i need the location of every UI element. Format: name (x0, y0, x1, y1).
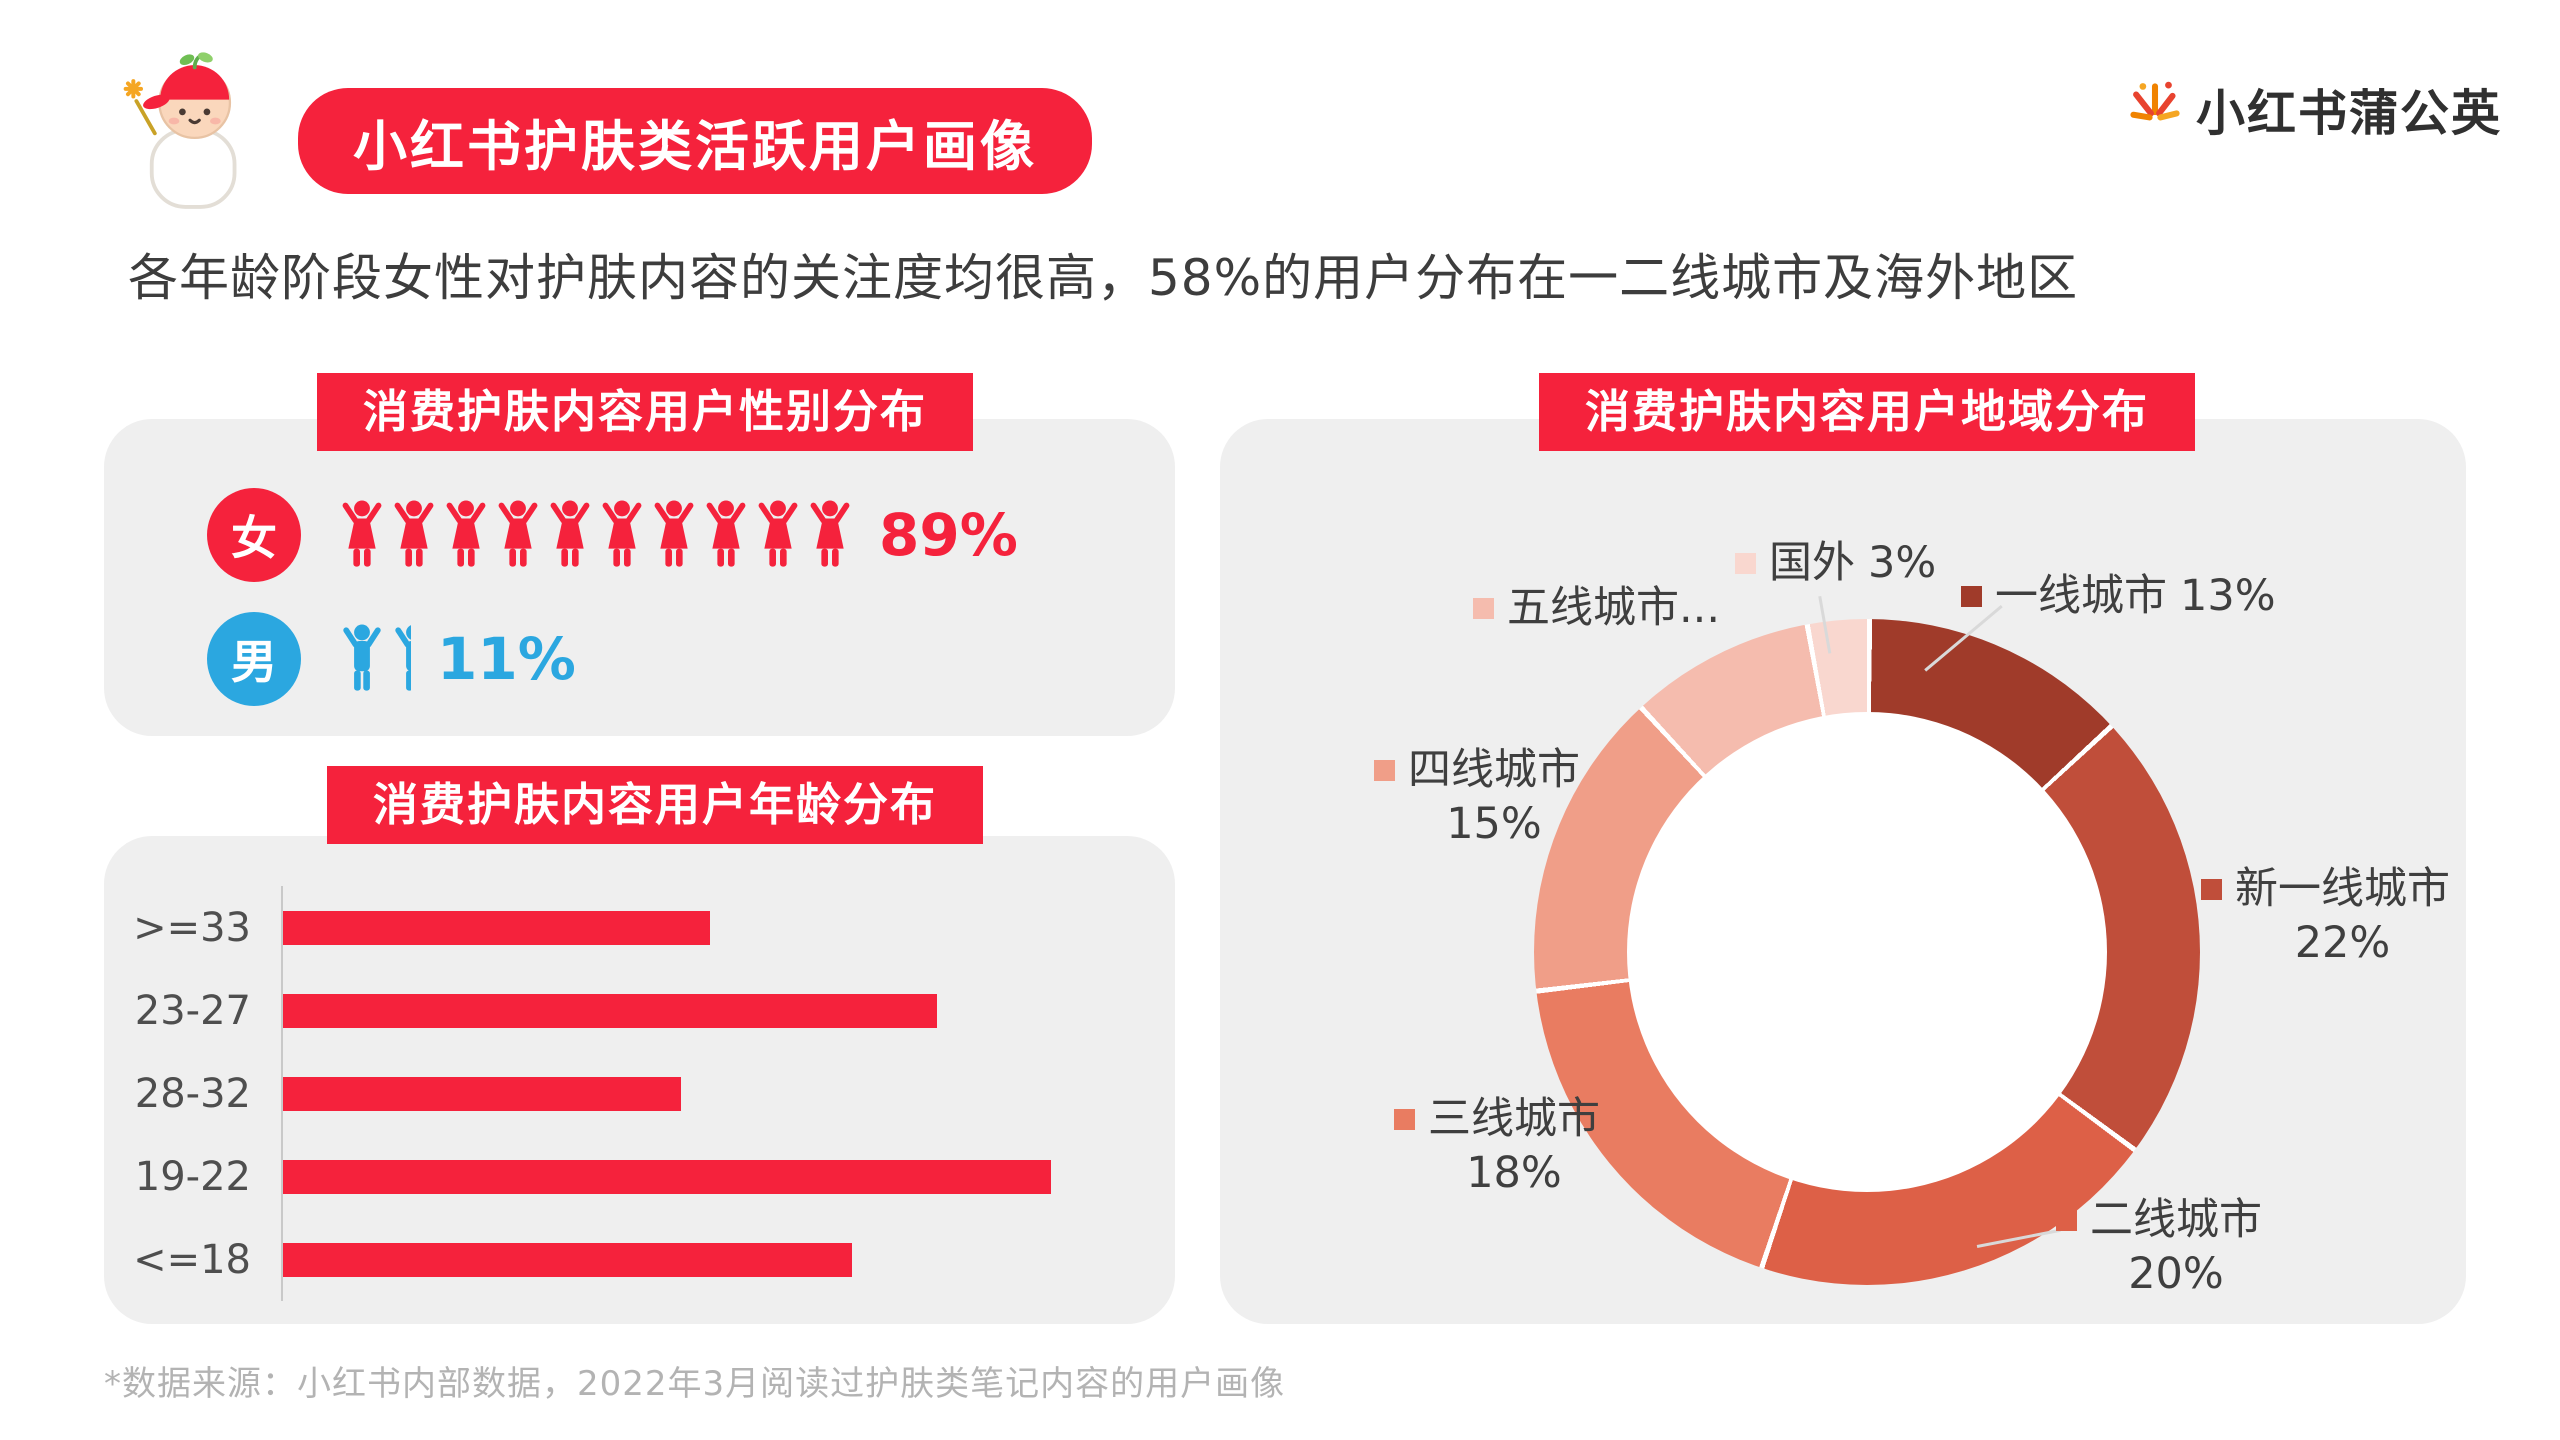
age-bar-row: 23-27 (104, 969, 1175, 1052)
age-bar-track (281, 1052, 1051, 1135)
legend-marker-new-tier1 (2201, 879, 2222, 900)
brand-logo: 小红书蒲公英 (2124, 74, 2502, 145)
slice-value: 13% (2180, 571, 2276, 621)
page-title: 小红书护肤类活跃用户画像 (298, 88, 1092, 194)
region-panel-title: 消费护肤内容用户地域分布 (1539, 373, 2196, 451)
age-bar-row: <=18 (104, 1218, 1175, 1301)
age-bar (283, 1242, 852, 1277)
age-bar-track (281, 969, 1051, 1052)
key-insight-text: 各年龄阶段女性对护肤内容的关注度均很高，58%的用户分布在一二线城市及海外地区 (128, 249, 2079, 307)
age-bar-row: 28-32 (104, 1052, 1175, 1135)
legend-marker-tier5 (1473, 598, 1494, 619)
slice-label-tier4: 四线城市 15% (1374, 743, 1580, 851)
slice-name: 二线城市 (2090, 1195, 2262, 1245)
age-bar-track (281, 886, 1051, 969)
female-badge: 女 (207, 488, 301, 582)
male-icons (339, 621, 411, 697)
slice-value: 22% (2294, 918, 2391, 968)
slice-label-tier5: 五线城市... (1473, 581, 1720, 635)
age-bar-track (281, 1218, 1051, 1301)
age-bar-label: 28-32 (134, 1070, 251, 1117)
age-panel-title: 消费护肤内容用户年龄分布 (327, 766, 984, 844)
age-bar (283, 1159, 1051, 1194)
data-source-note: *数据来源：小红书内部数据，2022年3月阅读过护肤类笔记内容的用户画像 (104, 1364, 1286, 1404)
slice-label-overseas: 国外 3% (1735, 536, 1936, 590)
region-donut (1534, 619, 2200, 1285)
slice-label-tier2: 二线城市 20% (2056, 1193, 2262, 1301)
mascot-illustration (118, 50, 256, 212)
region-distribution-panel: 消费护肤内容用户地域分布 国外 3% 一线城市 13% 五线城市... (1220, 373, 2466, 1324)
age-bar (283, 993, 938, 1028)
slice-value: 15% (1446, 799, 1542, 849)
slice-name: 四线城市 (1408, 745, 1580, 795)
age-bar-label: 19-22 (134, 1153, 251, 1200)
slice-name: 五线城市... (1507, 583, 1721, 633)
slice-name: 国外 (1769, 538, 1855, 588)
slice-value: 18% (1466, 1148, 1562, 1198)
legend-marker-tier1 (1961, 586, 1982, 607)
slice-label-new-tier1: 新一线城市 22% (2201, 862, 2450, 970)
age-bar-label: 23-27 (134, 987, 251, 1034)
age-bar-label: <=18 (133, 1236, 251, 1283)
age-bar-track (281, 1135, 1051, 1218)
slice-name: 新一线城市 (2235, 864, 2450, 914)
dandelion-spark-icon (2124, 77, 2186, 143)
gender-distribution-panel: 消费护肤内容用户性别分布 女 89% 男 11% (104, 373, 1175, 736)
age-distribution-panel: 消费护肤内容用户年龄分布 >=33 23-27 28-32 19-22 <=18 (104, 766, 1175, 1324)
female-icons (339, 497, 853, 573)
legend-marker-tier4 (1374, 760, 1395, 781)
legend-marker-tier2 (2056, 1210, 2077, 1231)
mascot-icon (123, 52, 237, 209)
legend-marker-overseas (1735, 553, 1756, 574)
slice-value: 20% (2128, 1249, 2224, 1299)
slice-name: 三线城市 (1428, 1094, 1600, 1144)
age-bar-label: >=33 (133, 904, 251, 951)
male-percent: 11% (437, 625, 576, 693)
female-percent: 89% (879, 501, 1018, 569)
legend-marker-tier3 (1394, 1109, 1415, 1130)
slice-name: 一线城市 (1995, 571, 2167, 621)
age-bar-row: 19-22 (104, 1135, 1175, 1218)
slice-label-tier3: 三线城市 18% (1394, 1092, 1600, 1200)
page-title-text: 小红书护肤类活跃用户画像 (353, 114, 1037, 178)
male-badge: 男 (207, 612, 301, 706)
age-bar (283, 1076, 682, 1111)
slice-label-tier1: 一线城市 13% (1961, 569, 2276, 623)
age-bar-chart: >=33 23-27 28-32 19-22 <=18 (104, 886, 1175, 1301)
gender-panel-title: 消费护肤内容用户性别分布 (317, 373, 974, 451)
male-row: 男 11% (207, 612, 576, 706)
age-bar (283, 910, 710, 945)
brand-logo-text: 小红书蒲公英 (2195, 85, 2502, 142)
female-row: 女 89% (207, 488, 1018, 582)
slice-value: 3% (1868, 538, 1937, 588)
age-bar-row: >=33 (104, 886, 1175, 969)
